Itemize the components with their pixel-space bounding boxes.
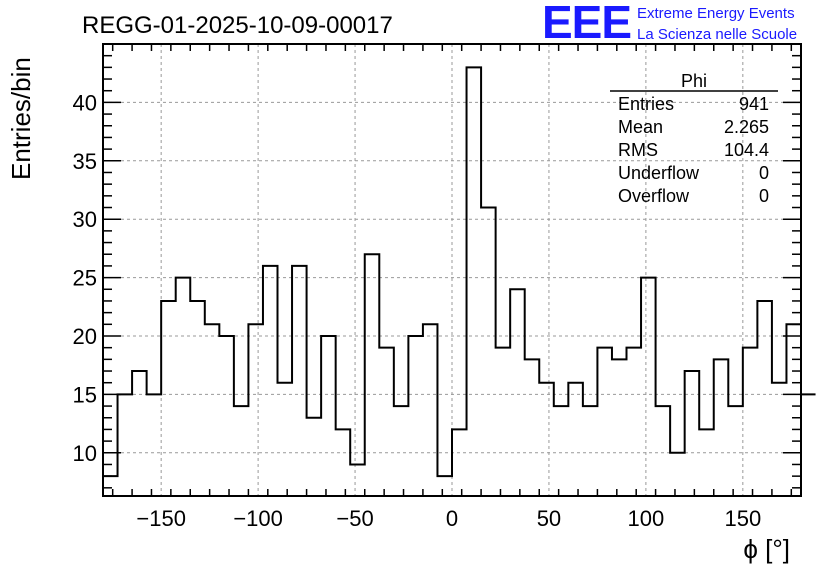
plot-frame xyxy=(102,43,802,497)
x-tick-label: 150 xyxy=(724,506,761,531)
stats-label: Overflow xyxy=(618,186,690,206)
hist-bin xyxy=(408,336,423,496)
hist-bin xyxy=(147,394,162,496)
hist-bin xyxy=(699,429,714,496)
hist-bin xyxy=(423,324,438,496)
x-tick-label: −150 xyxy=(136,506,186,531)
y-tick-label: 10 xyxy=(73,441,97,466)
x-tick-label: −50 xyxy=(336,506,373,531)
y-tick-label: 30 xyxy=(73,207,97,232)
hist-bin xyxy=(685,371,700,496)
hist-bin xyxy=(554,406,569,496)
x-tick-label: 100 xyxy=(628,506,665,531)
y-tick-label: 25 xyxy=(73,266,97,291)
y-tick-label: 20 xyxy=(73,324,97,349)
hist-bin xyxy=(350,464,365,496)
stats-value: 941 xyxy=(739,94,769,114)
stats-title: Phi xyxy=(681,71,707,91)
hist-bin xyxy=(278,383,293,496)
stats-label: Mean xyxy=(618,117,663,137)
hist-bin xyxy=(103,476,118,496)
stats-label: RMS xyxy=(618,140,658,160)
stats-value: 0 xyxy=(759,186,769,206)
hist-bin xyxy=(248,324,263,496)
hist-bin xyxy=(786,324,801,496)
hist-bin xyxy=(801,394,816,496)
hist-bin xyxy=(728,406,743,496)
hist-bin xyxy=(219,336,234,496)
hist-bin xyxy=(379,348,394,496)
stats-value: 0 xyxy=(759,163,769,183)
eee-logo: EEE Extreme Energy Events La Scienza nel… xyxy=(542,0,797,48)
hist-bin xyxy=(118,394,133,496)
hist-bin xyxy=(772,383,787,496)
hist-bin xyxy=(597,348,612,496)
hist-bin xyxy=(176,278,191,496)
hist-bin xyxy=(496,348,511,496)
hist-bin xyxy=(525,359,540,496)
y-tick-label: 40 xyxy=(73,90,97,115)
hist-bin xyxy=(263,266,278,496)
chart-title: REGG-01-2025-10-09-00017 xyxy=(82,12,393,39)
hist-bin xyxy=(583,406,598,496)
y-axis-title: Entries/bin xyxy=(6,57,36,180)
hist-bin xyxy=(656,406,671,496)
hist-bin xyxy=(452,429,467,496)
hist-bin xyxy=(714,359,729,496)
hist-bin xyxy=(539,383,554,496)
hist-bin xyxy=(161,301,176,496)
x-tick-label: −100 xyxy=(233,506,283,531)
hist-bin xyxy=(641,278,656,496)
hist-bin xyxy=(627,348,642,496)
hist-bin xyxy=(394,406,409,496)
hist-bin xyxy=(467,67,482,496)
logo-mark: EEE xyxy=(542,0,631,48)
hist-outline xyxy=(103,66,816,478)
hist-bin xyxy=(190,301,205,496)
hist-bin xyxy=(612,359,627,496)
stats-value: 2.265 xyxy=(724,117,769,137)
hist-bin xyxy=(365,254,380,496)
hist-bin xyxy=(510,289,525,496)
x-tick-label: 50 xyxy=(537,506,561,531)
hist-bin xyxy=(234,406,249,496)
y-tick-label: 35 xyxy=(73,149,97,174)
hist-bin xyxy=(757,301,772,496)
logo-line-2: La Scienza nelle Scuole xyxy=(637,26,797,43)
hist-bin xyxy=(743,348,758,496)
stats-box: Phi Entries 941 Mean 2.265 RMS 104.4 Underflow… xyxy=(610,71,778,206)
stats-label: Underflow xyxy=(618,163,700,183)
stats-label: Entries xyxy=(618,94,674,114)
logo-line-1: Extreme Energy Events xyxy=(637,5,795,22)
x-tick-label: 0 xyxy=(446,506,458,531)
stats-value: 104.4 xyxy=(724,140,769,160)
hist-bin xyxy=(568,383,583,496)
hist-bin xyxy=(132,371,147,496)
hist-bin xyxy=(321,336,336,496)
hist-bin xyxy=(205,324,220,496)
y-tick-label: 15 xyxy=(73,382,97,407)
hist-bin xyxy=(336,429,351,496)
hist-bin xyxy=(670,453,685,496)
hist-bin xyxy=(307,418,322,496)
hist-bin xyxy=(292,266,307,496)
hist-bin xyxy=(437,476,452,496)
x-axis-title: ϕ [°] xyxy=(743,534,790,564)
